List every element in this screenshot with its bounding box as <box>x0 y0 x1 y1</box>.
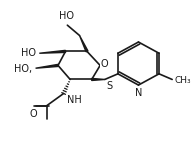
Polygon shape <box>79 35 88 52</box>
Text: S: S <box>107 81 113 91</box>
Text: HO,: HO, <box>14 64 32 74</box>
Text: N: N <box>135 88 142 98</box>
Text: HO: HO <box>59 11 74 21</box>
Polygon shape <box>92 78 105 81</box>
Text: NH: NH <box>67 95 82 105</box>
Text: O: O <box>101 59 109 69</box>
Text: O: O <box>30 109 37 119</box>
Polygon shape <box>39 50 66 53</box>
Text: HO: HO <box>21 48 36 58</box>
Text: CH₃: CH₃ <box>174 76 191 85</box>
Polygon shape <box>36 64 58 68</box>
